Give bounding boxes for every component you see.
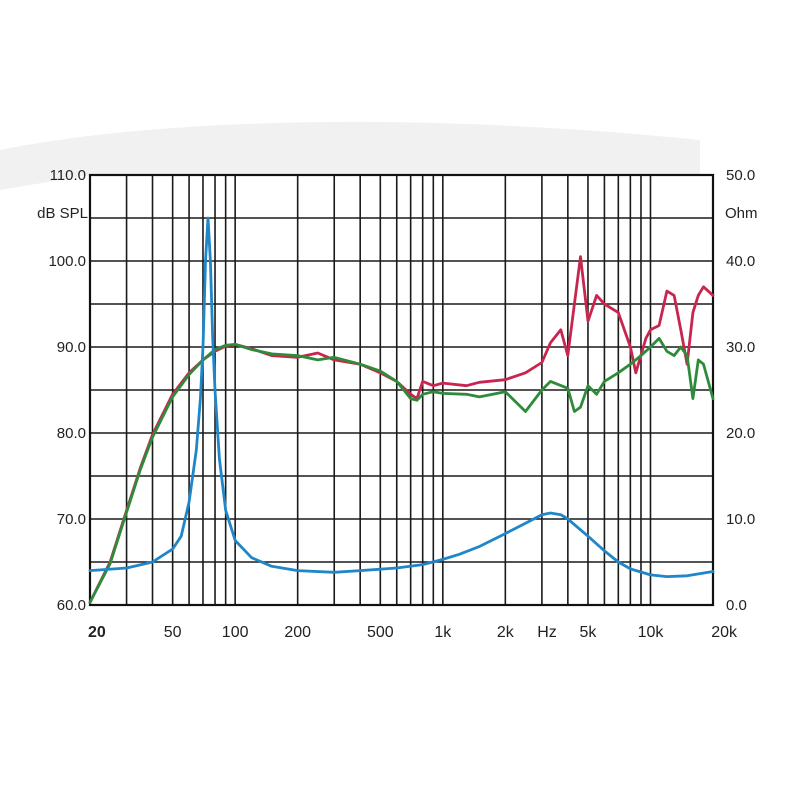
y-tick-label-left: 70.0	[57, 511, 86, 528]
y-tick-label-left: 100.0	[48, 253, 86, 270]
background-decoration	[0, 121, 700, 190]
plot-frame	[88, 173, 715, 607]
series-line-2	[88, 336, 715, 604]
x-tick-label: 20k	[711, 624, 738, 641]
y-tick-label-left: 80.0	[57, 425, 86, 442]
y-axis-right-title: Ohm	[725, 205, 758, 222]
y-tick-label-right: 50.0	[726, 167, 755, 184]
x-tick-label: 1k	[434, 624, 452, 641]
x-tick-label: 50	[164, 624, 182, 641]
y-tick-label-right: 20.0	[726, 425, 755, 442]
x-tick-label: 500	[367, 624, 394, 641]
x-tick-label: 2k	[497, 624, 515, 641]
y-tick-label-left: 90.0	[57, 339, 86, 356]
x-tick-label: 100	[222, 624, 249, 641]
x-tick-label: 5k	[580, 624, 598, 641]
y-axis-left-title: dB SPL	[37, 205, 88, 222]
x-tick-label: 10k	[638, 624, 665, 641]
y-tick-label-right: 0.0	[726, 597, 747, 614]
x-tick-label: 200	[284, 624, 311, 641]
series-line-3	[88, 216, 715, 578]
y-tick-label-left: 60.0	[57, 597, 86, 614]
y-tick-label-right: 30.0	[726, 339, 755, 356]
x-axis-title: Hz	[537, 624, 557, 641]
axes: dB SPL Ohm Hz 60.0 70.0 80.0 90.0 100.0 110.0…	[37, 167, 757, 641]
series-layer	[88, 216, 715, 604]
y-tick-label-right: 10.0	[726, 511, 755, 528]
y-tick-label-right: 40.0	[726, 253, 755, 270]
x-tick-label: 20	[88, 624, 106, 641]
y-tick-label-left: 110.0	[50, 167, 86, 184]
